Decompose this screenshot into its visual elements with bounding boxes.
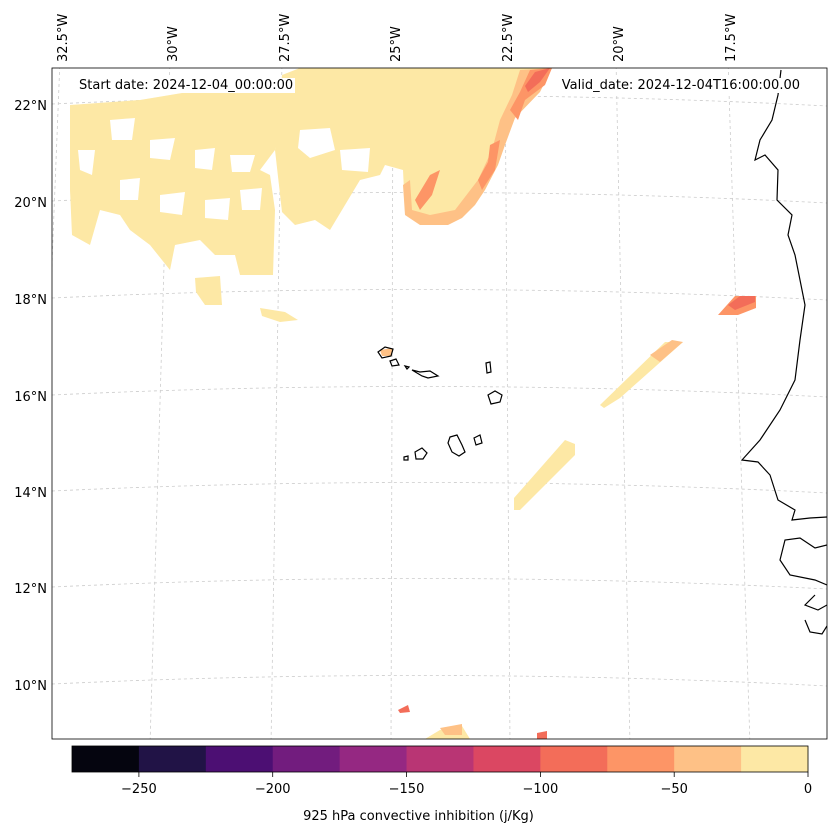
lon-label: 22.5°W xyxy=(501,14,516,62)
gridline-lon-17-5w xyxy=(727,68,751,739)
gridline-lon-20w xyxy=(615,68,631,739)
colorbar-tick-labels: −250 −200 −150 −100 −50 0 xyxy=(121,782,812,797)
island-santo-antao xyxy=(377,346,394,359)
colorbar-frame xyxy=(71,745,809,773)
colorbar-segment xyxy=(138,746,207,772)
colorbar: −250 −200 −150 −100 −50 0 xyxy=(71,745,812,797)
gridline-lat-18n xyxy=(52,289,827,301)
lon-label: 32.5°W xyxy=(56,14,71,62)
island-sao-vicente xyxy=(389,358,400,367)
island-fogo xyxy=(414,447,428,460)
lon-label: 25°W xyxy=(389,26,404,62)
gridline-lat-14n xyxy=(52,482,827,494)
senegal-gambia-coast xyxy=(779,537,827,635)
map-area xyxy=(51,67,828,740)
lon-label: 30°W xyxy=(166,26,181,62)
cin-field-north-75 xyxy=(415,68,552,210)
cin-field-holes xyxy=(78,118,262,220)
colorbar-title: 925 hPa convective inhibition (j/Kg) xyxy=(303,809,534,824)
lat-label: 16°N xyxy=(14,390,47,405)
cin-contour-fields xyxy=(70,68,756,739)
lat-label: 10°N xyxy=(14,679,47,694)
coastlines xyxy=(377,69,827,635)
gridline-lon-32-5w xyxy=(52,68,61,274)
gridline-lon-22-5w xyxy=(504,68,511,739)
colorbar-segment xyxy=(205,746,274,772)
gridline-lat-10n xyxy=(52,675,827,687)
colorbar-segment xyxy=(540,746,608,772)
lon-label: 17.5°W xyxy=(724,14,739,62)
island-sao-nicolau xyxy=(411,369,440,379)
cin-field-band-lower xyxy=(514,440,575,510)
lon-label: 20°W xyxy=(612,26,627,62)
cin-field-small-1 xyxy=(195,276,222,305)
colorbar-segment xyxy=(473,746,541,772)
gridline-lat-12n xyxy=(52,578,827,590)
cin-field-south-2 xyxy=(440,724,462,735)
colorbar-ticks xyxy=(138,772,809,777)
lat-label: 22°N xyxy=(14,99,47,114)
island-boa-vista xyxy=(487,390,503,405)
colorbar-tick-label: −150 xyxy=(389,782,425,797)
colorbar-tick-label: −100 xyxy=(523,782,559,797)
cin-field-east-cell-core xyxy=(728,296,755,310)
colorbar-tick-label: 0 xyxy=(804,782,812,797)
colorbar-segment xyxy=(674,746,742,772)
colorbar-segment xyxy=(72,746,140,772)
cin-field-band-upper-inner xyxy=(650,340,683,362)
island-brava xyxy=(403,455,409,461)
valid-date-label: Valid_date: 2024-12-04T16:00:00.00 xyxy=(559,78,802,93)
start-date-label: Start date: 2024-12-04_00:00:00 xyxy=(77,78,296,93)
african-coastline xyxy=(740,69,827,521)
colorbar-segment xyxy=(272,746,341,772)
colorbar-segment xyxy=(406,746,474,772)
colorbar-segments xyxy=(72,746,809,772)
gridline-lat-16n xyxy=(52,386,827,398)
cin-field-north-100 xyxy=(525,68,550,92)
island-santiago xyxy=(447,434,466,457)
lat-label: 12°N xyxy=(14,582,47,597)
lon-label: 27.5°W xyxy=(278,14,293,62)
colorbar-tick-label: −200 xyxy=(255,782,291,797)
longitude-labels: 32.5°W 30°W 27.5°W 25°W 22.5°W 20°W 17.5… xyxy=(56,14,739,62)
cin-field-small-2 xyxy=(260,308,298,322)
cin-field-south-3 xyxy=(398,705,410,713)
gridline-lon-25w xyxy=(390,68,394,739)
colorbar-segment xyxy=(741,746,809,772)
latitude-labels: 22°N 20°N 18°N 16°N 14°N 12°N 10°N xyxy=(14,99,47,694)
island-santa-luzia xyxy=(403,365,411,370)
colorbar-segment xyxy=(607,746,675,772)
cin-field-north-holes xyxy=(298,128,370,172)
colorbar-tick-label: −250 xyxy=(121,782,157,797)
colorbar-tick-label: −50 xyxy=(660,782,687,797)
lat-label: 14°N xyxy=(14,486,47,501)
cin-field-island-cell xyxy=(380,348,392,356)
lat-label: 20°N xyxy=(14,196,47,211)
island-sal xyxy=(485,361,492,374)
lat-label: 18°N xyxy=(14,293,47,308)
cin-field-south-4 xyxy=(537,731,547,739)
island-maio xyxy=(473,434,483,446)
map-frame xyxy=(51,67,828,740)
colorbar-segment xyxy=(339,746,408,772)
